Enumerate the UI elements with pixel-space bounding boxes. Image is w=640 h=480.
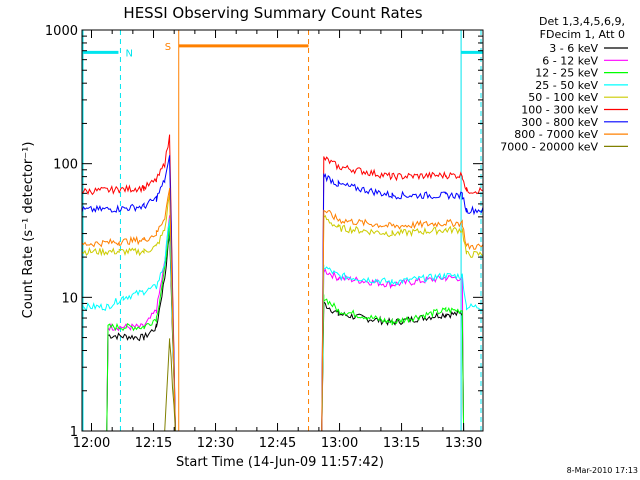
series-line <box>82 230 483 431</box>
legend-label: 100 - 300 keV <box>521 104 598 117</box>
legend-label: 300 - 800 keV <box>521 116 598 129</box>
series-line <box>82 338 483 431</box>
legend-label: 7000 - 20000 keV <box>500 140 598 153</box>
plot-frame <box>81 29 484 432</box>
observation-overlays <box>82 30 483 431</box>
y-tick-label: 1000 <box>45 24 78 39</box>
night-marker-label: N <box>125 48 132 59</box>
series-layer <box>82 134 483 431</box>
series-line <box>82 134 483 431</box>
series-line <box>82 219 483 431</box>
y-tick-label: 100 <box>53 158 78 173</box>
legend-label: 50 - 100 keV <box>528 91 598 104</box>
y-axis-title: Count Rate (s⁻¹ detector⁻¹) <box>21 142 36 319</box>
x-tick-label: 12:30 <box>197 436 234 451</box>
chart-title: HESSI Observing Summary Count Rates <box>123 4 422 22</box>
x-tick-label: 12:15 <box>135 436 172 451</box>
legend-label: 25 - 50 keV <box>535 79 598 92</box>
y-axis: 1 10 100 1000 <box>45 24 483 440</box>
x-tick-label: 13:00 <box>321 436 358 451</box>
legend-header-line-1: Det 1,3,4,5,6,9, <box>539 15 625 28</box>
saa-marker-label: S <box>165 42 171 53</box>
series-line <box>82 191 483 431</box>
x-axis-title: Start Time (14-Jun-09 11:57:42) <box>176 455 384 470</box>
y-tick-label: 1 <box>70 425 78 440</box>
legend-label: 12 - 25 keV <box>535 67 598 80</box>
series-line <box>82 218 483 431</box>
x-tick-label: 13:15 <box>383 436 420 451</box>
legend-header-line-2: FDecim 1, Att 0 <box>540 28 625 41</box>
x-axis: 12:00 12:15 12:30 12:45 13:00 13:15 13:30 <box>73 30 482 451</box>
legend: Det 1,3,4,5,6,9, FDecim 1, Att 0 3 - 6 k… <box>500 15 628 153</box>
legend-label: 6 - 12 keV <box>542 54 598 67</box>
legend-label: 800 - 7000 keV <box>514 128 598 141</box>
timestamp: 8-Mar-2010 17:13 <box>567 466 638 475</box>
x-tick-label: 12:00 <box>73 436 110 451</box>
y-tick-label: 10 <box>61 291 78 306</box>
series-line <box>82 215 483 431</box>
legend-label: 3 - 6 keV <box>549 42 598 55</box>
series-line <box>82 187 483 431</box>
series-line <box>82 155 483 431</box>
x-tick-label: 12:45 <box>259 436 296 451</box>
x-tick-label: 13:30 <box>445 436 482 451</box>
